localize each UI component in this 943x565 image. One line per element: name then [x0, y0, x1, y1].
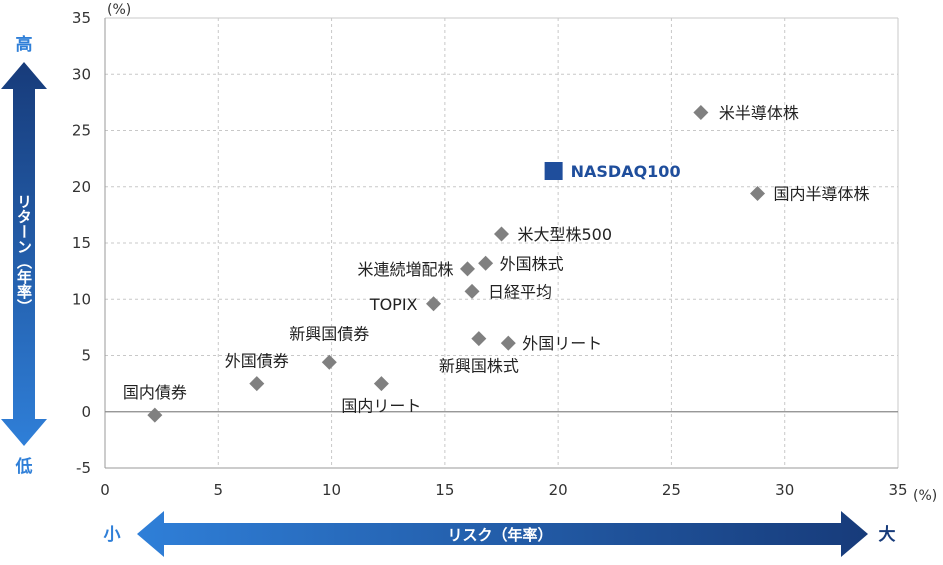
data-point: 国内債券: [123, 383, 187, 423]
x-low-label: 小: [104, 525, 121, 545]
diamond-marker: [373, 376, 389, 392]
x-tick-label: 15: [435, 481, 454, 499]
point-label: 新興国債券: [289, 324, 369, 343]
highlight-marker: [544, 162, 563, 180]
y-tick-label: 35: [72, 9, 91, 27]
diamond-marker: [500, 335, 516, 351]
x-unit-label: (%): [913, 488, 937, 504]
x-tick-label: 10: [322, 481, 341, 499]
data-point: 国内リート: [341, 376, 421, 416]
x-axis-caption: リスク（年率）: [447, 526, 552, 544]
point-label: TOPIX: [369, 295, 418, 314]
data-points: 国内債券外国債券新興国債券国内リートTOPIX米連続増配株日経平均新興国株式外国…: [123, 104, 870, 423]
point-label: NASDAQ100: [571, 162, 681, 181]
data-point: TOPIX: [369, 295, 442, 314]
point-label: 日経平均: [488, 282, 552, 301]
diamond-marker: [471, 331, 487, 347]
point-label: 外国リート: [522, 334, 602, 353]
y-high-label: 高: [16, 34, 33, 55]
data-point: 米連続増配株: [357, 260, 476, 279]
point-label: 米半導体株: [719, 104, 799, 123]
point-label: 新興国株式: [439, 357, 519, 376]
y-axis-caption: リターン（年率）: [15, 194, 33, 314]
diamond-marker: [249, 376, 265, 392]
point-label: 国内半導体株: [774, 185, 870, 204]
grid: [105, 17, 899, 468]
point-label: 国内債券: [123, 383, 187, 402]
y-tick-label: 15: [72, 234, 91, 252]
x-axis-arrow: 小 大 リスク（年率）: [104, 511, 896, 557]
y-tick-label: 10: [72, 290, 91, 308]
x-tick-label: 25: [662, 481, 681, 499]
y-tick-label: 30: [72, 65, 91, 83]
data-point: 米半導体株: [693, 104, 799, 123]
y-tick-label: 5: [81, 347, 91, 365]
x-arrow-shape: [137, 511, 868, 557]
diamond-marker: [464, 283, 480, 299]
x-tick-label: 30: [775, 481, 794, 499]
data-point: 日経平均: [464, 282, 552, 301]
data-point: 新興国株式: [439, 331, 519, 376]
data-point: 国内半導体株: [750, 185, 870, 204]
diamond-marker: [494, 226, 509, 242]
data-point: 外国債券: [225, 352, 289, 392]
y-unit-label: (%): [107, 2, 131, 18]
point-label: 外国債券: [225, 352, 289, 371]
axes: 0 5 10 15 20 25 30 35 -5 0 5 10 15 20 25 30 35: [72, 9, 908, 499]
y-tick-label: -5: [76, 459, 91, 477]
point-label: 米連続増配株: [357, 260, 453, 279]
y-tick-label: 20: [72, 178, 91, 196]
x-tick-label: 35: [888, 481, 907, 499]
y-axis-arrow: 高 低 リターン（年率）: [1, 34, 47, 477]
point-label: 国内リート: [341, 397, 421, 416]
diamond-marker: [147, 407, 163, 423]
diamond-marker: [693, 105, 709, 120]
diamond-marker: [426, 296, 442, 312]
point-label: 米大型株500: [518, 225, 613, 244]
diamond-marker: [750, 186, 766, 201]
x-tick-label: 20: [549, 481, 568, 499]
x-high-label: 大: [879, 524, 896, 545]
data-point: 米大型株500: [494, 225, 612, 244]
data-point: 外国リート: [500, 334, 602, 353]
y-arrow-shape: [1, 62, 47, 446]
data-point: 外国株式: [478, 254, 564, 273]
y-tick-label: 25: [72, 122, 91, 140]
data-point: 新興国債券: [289, 324, 369, 370]
diamond-marker: [460, 261, 476, 277]
data-point: NASDAQ100: [544, 162, 681, 181]
point-label: 外国株式: [500, 254, 564, 273]
diamond-marker: [478, 255, 494, 271]
y-low-label: 低: [15, 456, 33, 477]
x-tick-label: 5: [214, 481, 224, 499]
y-tick-label: 0: [81, 403, 91, 421]
x-tick-label: 0: [100, 481, 110, 499]
diamond-marker: [321, 354, 337, 370]
